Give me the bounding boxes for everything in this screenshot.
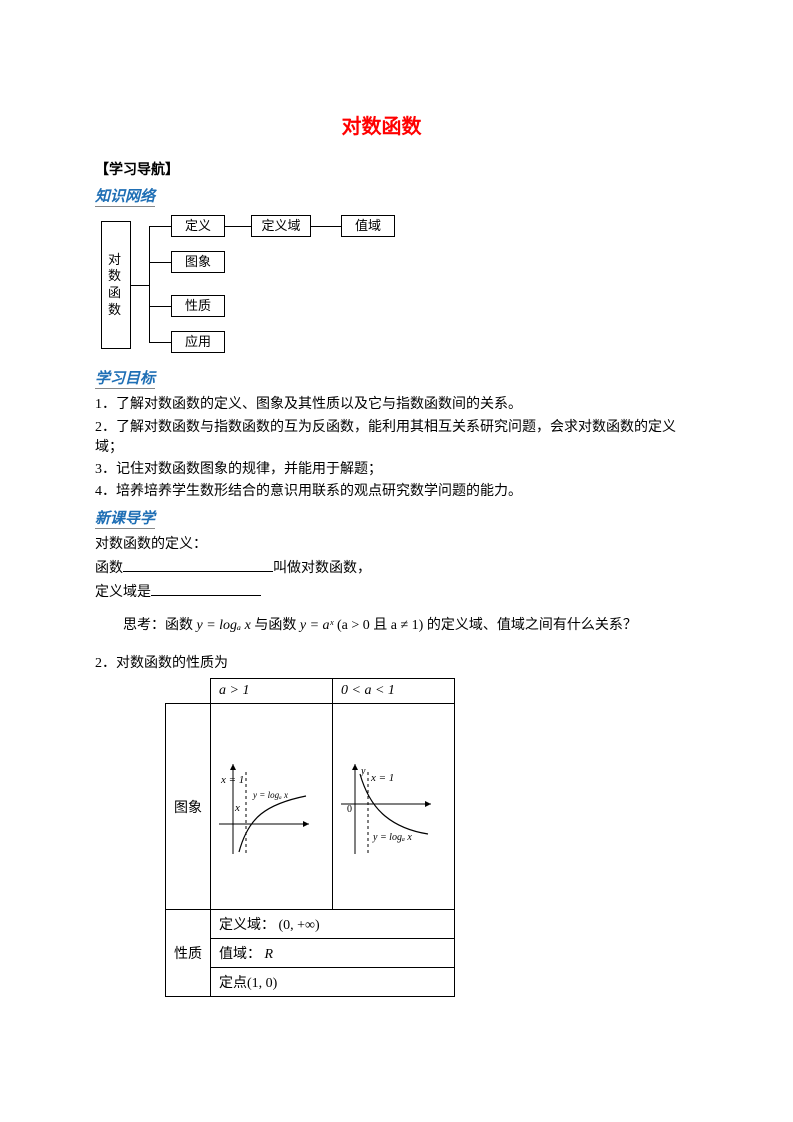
prop-graph-b: x = 1 y = logₐ x 0 y <box>333 704 455 910</box>
network-node-range: 值域 <box>341 215 395 237</box>
log-graph-a-svg <box>211 704 316 904</box>
subheading-goals: 学习目标 <box>95 367 155 389</box>
network-root-box: 对数函数 <box>101 221 131 349</box>
think-f2: y = aˣ <box>300 618 334 633</box>
prop-domain-label: 定义域： <box>219 918 275 933</box>
prop-row-graph-label: 图象 <box>166 704 211 910</box>
definition-line1: 对数函数的定义： <box>95 535 698 555</box>
think-post: 的定义域、值域之间有什么关系？ <box>423 618 637 633</box>
graph-a-x1: x = 1 <box>221 774 244 786</box>
subheading-network: 知识网络 <box>95 185 155 207</box>
network-line <box>149 306 171 307</box>
properties-table: a > 1 0 < a < 1 图象 x = 1 y = logₐ x x <box>165 678 455 997</box>
page-title: 对数函数 <box>95 110 698 139</box>
definition-line2: 函数 叫做对数函数， <box>95 557 698 579</box>
think-mid: 与函数 <box>251 618 300 633</box>
section-nav: 【学习导航】 <box>95 161 698 181</box>
network-line <box>149 262 171 263</box>
prop-fixed-row: 定点(1, 0) <box>211 968 455 997</box>
network-root-label: 对数函数 <box>106 252 126 320</box>
prop-domain-value: (0, +∞) <box>279 918 320 933</box>
prop-fixed-label: 定点 <box>219 976 247 991</box>
graph-b-curve: y = logₐ x <box>373 832 412 843</box>
network-node-graph: 图象 <box>171 251 225 273</box>
think-pre: 思考：函数 <box>123 618 197 633</box>
prop-head-b: 0 < a < 1 <box>333 679 455 704</box>
prop-fixed-value: (1, 0) <box>247 976 277 991</box>
subheading-newcourse: 新课导学 <box>95 507 155 529</box>
network-node-app: 应用 <box>171 331 225 353</box>
network-line <box>225 226 251 227</box>
network-node-domain: 定义域 <box>251 215 311 237</box>
prop-range-label: 值域： <box>219 947 261 962</box>
network-line <box>149 342 171 343</box>
goal-1: 1．了解对数函数的定义、图象及其性质以及它与指数函数间的关系。 <box>95 395 698 415</box>
network-line <box>149 226 171 227</box>
graph-b-origin: 0 <box>347 804 352 815</box>
network-line <box>311 226 341 227</box>
prop-graph-a: x = 1 y = logₐ x x <box>211 704 333 910</box>
network-node-prop: 性质 <box>171 295 225 317</box>
definition-line3: 定义域是 <box>95 581 698 603</box>
definition-line3a: 定义域是 <box>95 585 151 600</box>
graph-b-yaxis: y <box>361 766 365 777</box>
graph-a-curve: y = logₐ x <box>253 790 288 800</box>
graph-b-x1: x = 1 <box>371 772 394 784</box>
think-f1: y = logₐ x <box>197 618 251 633</box>
network-node-def: 定义 <box>171 215 225 237</box>
graph-a-origin: x <box>235 802 240 814</box>
goal-4: 4．培养培养学生数形结合的意识用联系的观点研究数学问题的能力。 <box>95 482 698 502</box>
prop-range-value: R <box>265 947 274 962</box>
definition-line2a: 函数 <box>95 561 123 576</box>
network-line <box>149 226 150 342</box>
think-cond: (a > 0 且 a ≠ 1) <box>333 618 423 633</box>
blank-domain <box>151 581 261 596</box>
blank-function <box>123 557 273 572</box>
prop-head-a: a > 1 <box>211 679 333 704</box>
goal-2: 2．了解对数函数与指数函数的互为反函数，能利用其相互关系研究问题，会求对数函数的… <box>95 418 698 459</box>
knowledge-network-diagram: 对数函数 定义 定义域 值域 图象 性质 应用 <box>101 215 698 365</box>
props-intro: 2．对数函数的性质为 <box>95 654 698 674</box>
prop-row-prop-label: 性质 <box>166 910 211 997</box>
prop-domain-row: 定义域： (0, +∞) <box>211 910 455 939</box>
prop-range-row: 值域： R <box>211 939 455 968</box>
goal-3: 3．记住对数函数图象的规律，并能用于解题； <box>95 460 698 480</box>
thinking-question: 思考：函数 y = logₐ x 与函数 y = aˣ (a > 0 且 a ≠… <box>95 616 698 636</box>
definition-line2b: 叫做对数函数， <box>273 561 371 576</box>
network-line <box>131 285 149 286</box>
